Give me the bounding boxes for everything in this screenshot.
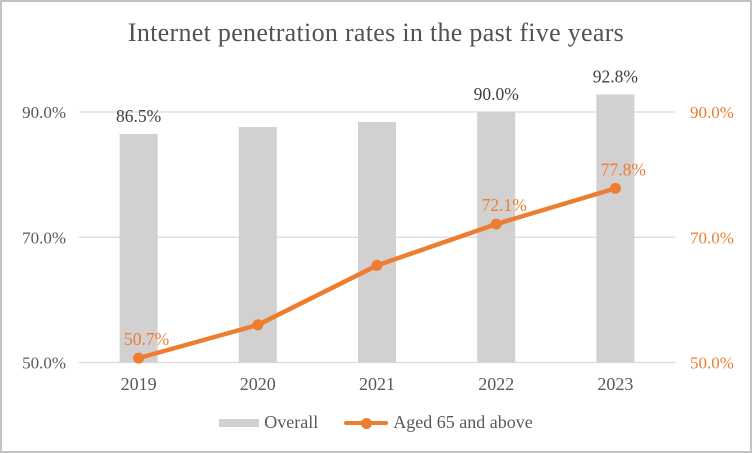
left-axis-tick: 70.0% [22, 228, 66, 247]
x-axis-label: 2023 [597, 374, 633, 394]
legend-label-aged65: Aged 65 and above [393, 412, 533, 432]
line-marker-2023 [609, 182, 621, 194]
x-axis-label: 2019 [121, 374, 157, 394]
line-data-label: 72.1% [482, 195, 527, 215]
bar-swatch-icon [219, 418, 260, 427]
bar-2021 [358, 122, 396, 363]
line-data-label: 77.8% [601, 159, 646, 179]
chart-title: Internet penetration rates in the past f… [127, 18, 625, 47]
left-axis-tick: 50.0% [22, 354, 66, 373]
line-data-label: 50.7% [124, 329, 169, 349]
legend: Overall Aged 65 and above [2, 412, 750, 433]
line-marker-2021 [371, 259, 383, 271]
bar-data-label: 90.0% [474, 84, 519, 104]
bar-data-label: 86.5% [116, 106, 161, 126]
right-axis-tick: 50.0% [690, 354, 734, 373]
right-axis-tick: 70.0% [690, 228, 734, 247]
bar-data-label: 92.8% [593, 66, 638, 86]
right-axis-tick: 90.0% [690, 103, 734, 122]
x-axis-label: 2021 [359, 374, 395, 394]
legend-item-aged65: Aged 65 and above [344, 412, 533, 433]
x-axis-label: 2022 [478, 374, 514, 394]
bar-2023 [596, 94, 635, 363]
line-swatch-dot [361, 417, 373, 429]
line-marker-2020 [252, 319, 264, 331]
bar-2019 [119, 133, 158, 363]
x-axis-label: 2020 [240, 374, 276, 394]
legend-label-overall: Overall [264, 412, 319, 432]
line-marker-2019 [133, 352, 145, 364]
line-swatch-icon [344, 417, 389, 429]
left-axis-tick: 90.0% [22, 103, 66, 122]
legend-item-overall: Overall [219, 412, 318, 433]
line-marker-2022 [490, 218, 502, 230]
bar-2022 [477, 112, 516, 363]
